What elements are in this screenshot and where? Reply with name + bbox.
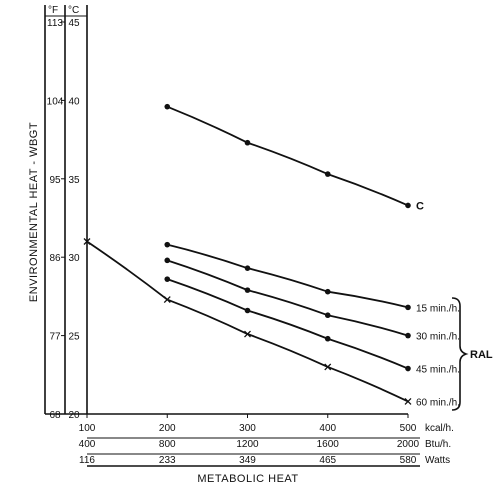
data-point-dot [324,288,331,295]
x-scale-unit-label: kcal/h. [425,423,454,434]
y-tick-label-celsius: 25 [68,332,80,343]
x-tick-label: 500 [400,423,417,434]
y-tick-label-fahrenheit: 77 [49,332,61,343]
data-point-dot [405,365,411,372]
series-label: 15 min./h. [416,303,460,314]
x-axis-label: METABOLIC HEAT [197,473,298,485]
series-label: 30 min./h. [416,332,460,343]
data-point-dot [405,332,411,339]
data-point-cross [163,296,171,303]
x-tick-label: 300 [239,423,256,434]
data-point-dot [405,304,411,311]
x-tick-label: 400 [319,423,336,434]
series-line [166,105,409,207]
data-point-dot [244,307,251,314]
x-tick-label: 2000 [397,439,420,450]
data-point-dot [164,257,171,264]
y-tick-label-celsius: 35 [68,175,80,186]
y-tick-label-celsius: 20 [68,410,80,421]
y-tick-label-fahrenheit: 113 [47,18,63,29]
x-tick-label: 100 [79,423,96,434]
data-point-dot [324,171,331,177]
x-tick-label: 465 [319,455,336,466]
x-scale-unit-label: Btu/h. [425,439,451,450]
data-point-dot [164,276,171,282]
y-tick-label-fahrenheit: 68 [49,410,61,421]
x-tick-label: 1600 [317,439,340,450]
y-tick-label-celsius: 45 [68,18,80,29]
data-point-cross [404,397,412,405]
y-axis-label: ENVIRONMENTAL HEAT - WBGT [28,122,40,302]
data-point-dot [244,287,251,293]
y-tick-label-fahrenheit: 86 [49,253,61,264]
x-scale-table [87,437,420,467]
x-tick-label: 800 [159,439,176,450]
y-tick-label-celsius: 40 [68,96,80,107]
x-tick-label: 116 [79,455,95,466]
series-line [167,243,409,309]
data-point-cross [83,238,91,245]
x-scale-unit-label: Watts [425,455,450,466]
series-line [166,259,409,337]
chart-dynamic-layer: 20 68 25 77 30 86 35 95 40 104 45 113 100 200 300 400 50… [47,18,460,466]
x-tick-label: 200 [159,423,176,434]
data-point-cross [244,330,251,338]
data-point-dot [164,103,171,110]
series-label: 45 min./h. [416,365,460,376]
data-point-cross [324,363,332,371]
series-label: C [416,200,424,212]
series-line [166,278,409,370]
y-tick-label-celsius: 30 [68,253,80,264]
x-tick-label: 400 [79,439,96,450]
data-point-dot [405,202,411,209]
data-point-dot [244,139,251,146]
data-point-dot [164,241,171,248]
ral-bracket-label: RAL [470,349,493,361]
data-point-dot [324,312,331,319]
x-tick-label: 349 [239,455,256,466]
fahrenheit-unit-label: °F [48,5,58,16]
data-point-dot [244,265,251,271]
data-point-dot [324,335,331,342]
y-tick-label-fahrenheit: 104 [47,96,64,107]
y-axis-scale-box [44,5,88,415]
ral-bracket [451,297,469,411]
celsius-unit-label: °C [68,5,79,16]
x-tick-label: 580 [400,455,417,466]
x-tick-label: 1200 [236,439,259,450]
y-tick-label-fahrenheit: 95 [49,175,61,186]
x-tick-label: 233 [159,455,176,466]
series-label: 60 min./h. [416,397,460,408]
